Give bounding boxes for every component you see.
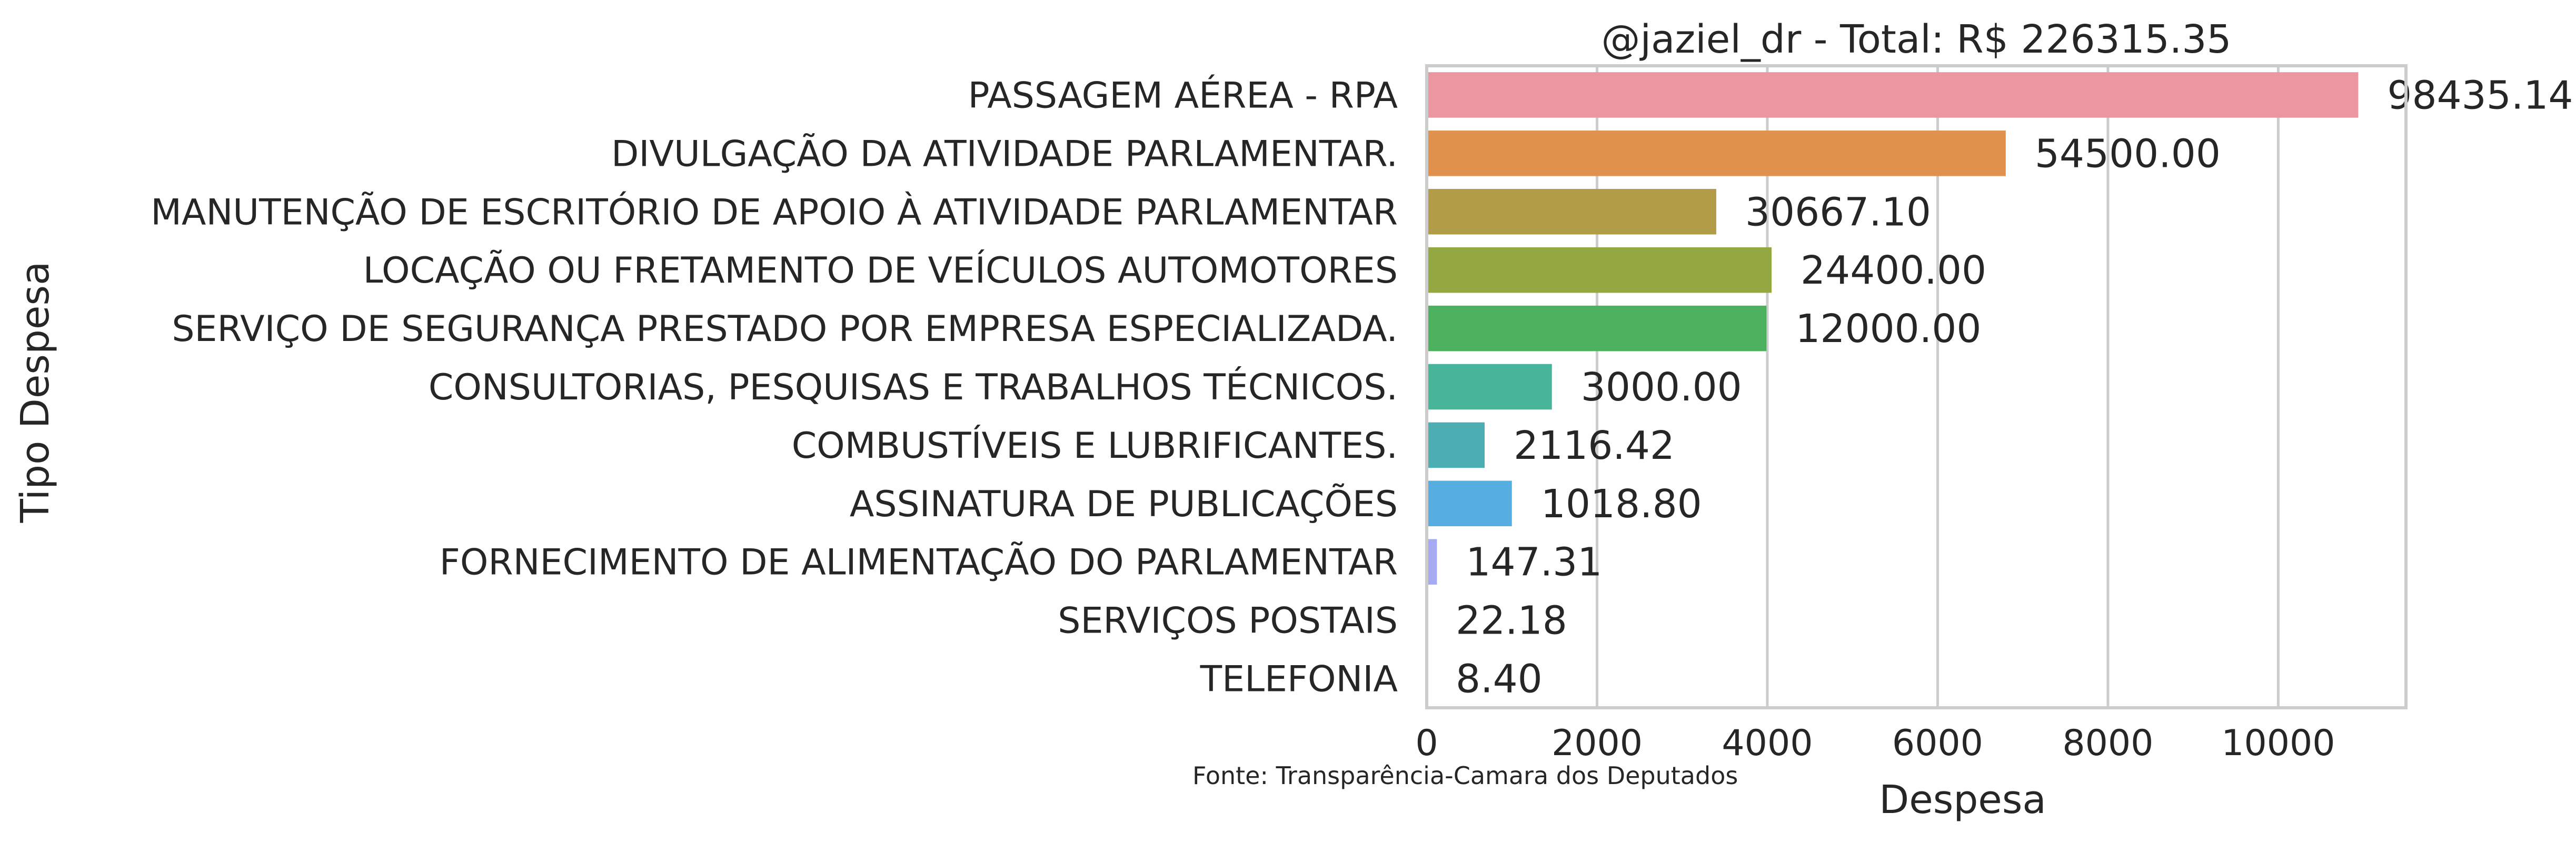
bar <box>1427 189 1716 235</box>
x-tick-label: 6000 <box>1892 722 1983 764</box>
category-label: PASSAGEM AÉREA - RPA <box>968 74 1398 116</box>
value-label: 12000.00 <box>1795 306 1981 352</box>
bar <box>1427 539 1437 585</box>
category-label: MANUTENÇÃO DE ESCRITÓRIO DE APOIO À ATIV… <box>151 191 1398 233</box>
x-tick-labels: 0 2000 4000 6000 8000 10000 <box>1415 722 2335 764</box>
x-tick-label: 0 <box>1415 722 1438 764</box>
source-note: Fonte: Transparência-Camara dos Deputado… <box>1192 761 1738 790</box>
value-label: 8.40 <box>1456 657 1543 702</box>
value-label: 3000.00 <box>1581 365 1742 410</box>
bar <box>1427 422 1485 468</box>
value-label: 54500.00 <box>2035 131 2221 176</box>
value-label: 30667.10 <box>1745 189 1931 235</box>
value-label: 24400.00 <box>1801 248 1986 293</box>
value-label: 1018.80 <box>1541 481 1702 527</box>
category-label: SERVIÇO DE SEGURANÇA PRESTADO POR EMPRES… <box>172 308 1398 350</box>
bar <box>1427 305 1767 352</box>
bar <box>1427 131 2006 176</box>
plot-frame <box>1425 64 2408 709</box>
category-label: ASSINATURA DE PUBLICAÇÕES <box>850 484 1398 525</box>
category-label: TELEFONIA <box>1200 659 1398 700</box>
value-label: 2116.42 <box>1514 423 1675 468</box>
bars <box>1427 72 2359 585</box>
y-axis-title: Tipo Despesa <box>13 262 58 524</box>
value-labels: 98435.14 54500.00 30667.10 24400.00 12000.00… <box>1456 73 2573 701</box>
x-tick-label: 4000 <box>1722 722 1813 764</box>
x-tick-label: 8000 <box>2062 722 2153 764</box>
value-label: 22.18 <box>1456 598 1567 644</box>
x-tick-label: 10000 <box>2221 722 2335 764</box>
category-label: CONSULTORIAS, PESQUISAS E TRABALHOS TÉCN… <box>429 366 1398 408</box>
bar <box>1427 247 1772 293</box>
bar <box>1427 72 2359 118</box>
value-label: 98435.14 <box>2387 73 2573 118</box>
category-label: DIVULGAÇÃO DA ATIVIDADE PARLAMENTAR. <box>611 133 1398 175</box>
category-label: LOCAÇÃO OU FRETAMENTO DE VEÍCULOS AUTOMO… <box>363 249 1398 292</box>
category-label: COMBUSTÍVEIS E LUBRIFICANTES. <box>792 425 1398 467</box>
chart-title: @jaziel_dr - Total: R$ 226315.35 <box>1601 17 2231 62</box>
category-label: SERVIÇOS POSTAIS <box>1058 600 1398 642</box>
category-labels: PASSAGEM AÉREA - RPA DIVULGAÇÃO DA ATIVID… <box>151 74 1398 700</box>
bar <box>1427 480 1512 527</box>
x-tick-label: 2000 <box>1551 722 1643 764</box>
bar <box>1427 364 1552 410</box>
value-label: 147.31 <box>1466 540 1602 585</box>
category-label: FORNECIMENTO DE ALIMENTAÇÃO DO PARLAMENT… <box>440 541 1398 584</box>
x-axis-title: Despesa <box>1879 777 2046 822</box>
